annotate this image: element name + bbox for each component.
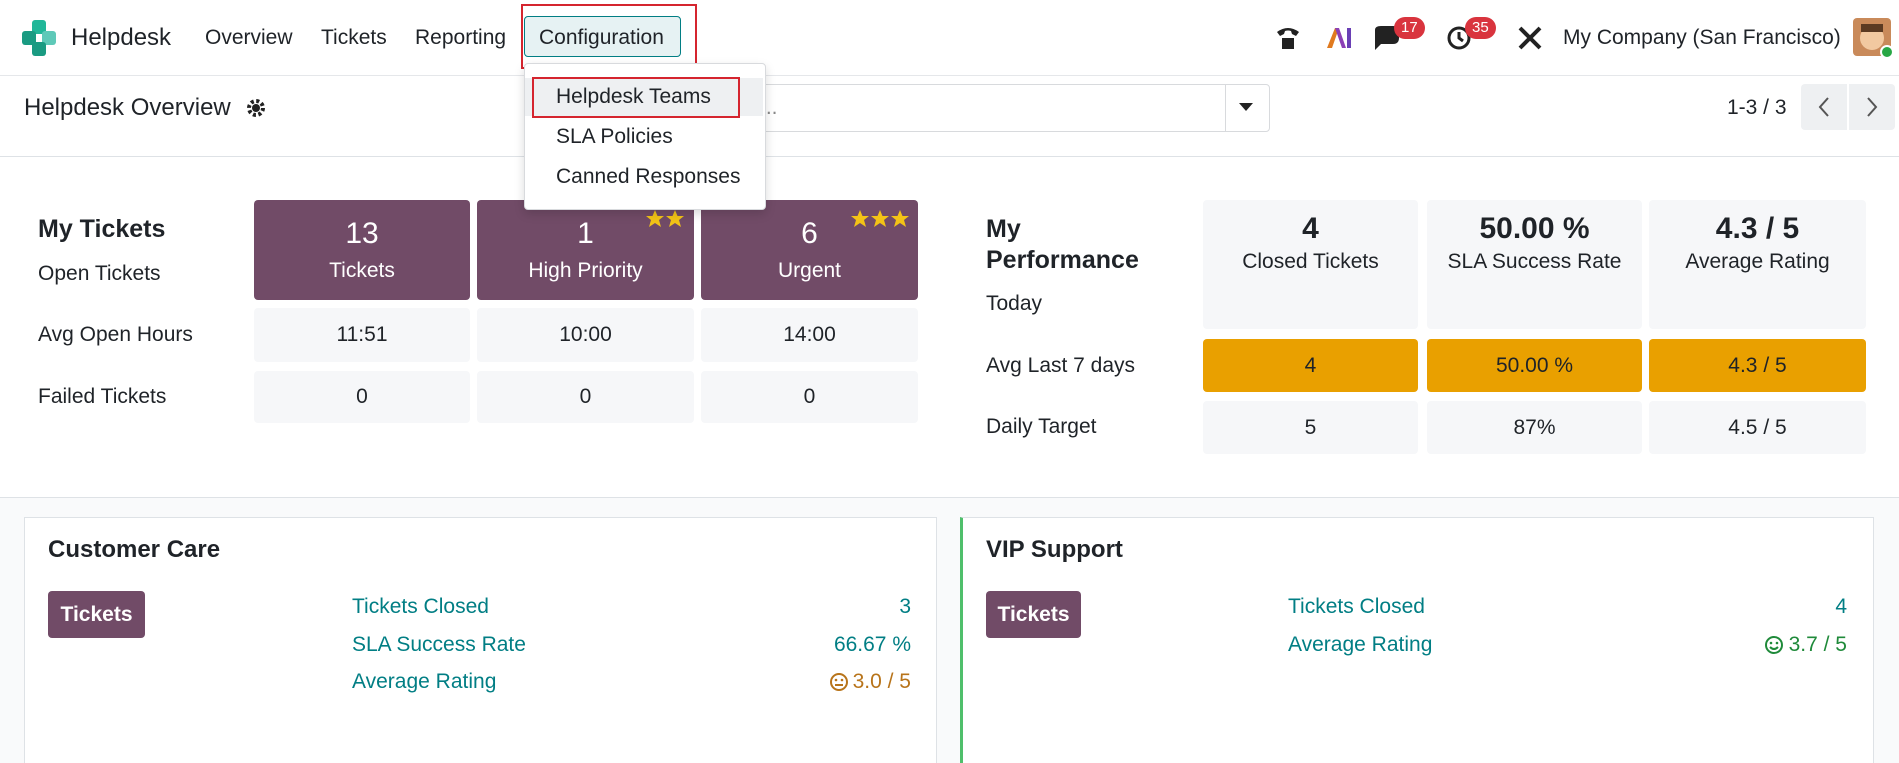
tile-label: Average Rating <box>1685 250 1830 273</box>
row-label: Daily Target <box>986 415 1097 438</box>
row-label: Today <box>986 292 1043 315</box>
stat-label[interactable]: Tickets Closed <box>352 595 489 618</box>
dropdown-item[interactable]: Helpdesk Teams <box>556 85 711 108</box>
user-avatar[interactable] <box>1853 18 1893 58</box>
team-card <box>24 517 937 763</box>
app-logo <box>22 20 56 56</box>
rating-face <box>830 673 848 691</box>
ticket-tile[interactable]: 13 Tickets <box>254 200 470 300</box>
team-name[interactable]: Customer Care <box>48 536 221 563</box>
cell: 0 <box>254 371 470 423</box>
divider <box>1225 84 1226 132</box>
tile-value: 4 <box>1302 212 1319 245</box>
stat-value[interactable]: 3.0 / 5 <box>852 670 911 693</box>
perf-tile[interactable]: 4 Closed Tickets <box>1203 200 1418 329</box>
menu-item[interactable]: Overview <box>205 26 293 49</box>
row-label: Open Tickets <box>38 262 161 285</box>
menu-item[interactable]: Tickets <box>321 26 387 49</box>
page-title: Helpdesk Overview <box>24 94 231 121</box>
tile-label: High Priority <box>528 259 643 282</box>
priority-stars <box>851 210 909 227</box>
tile-label: SLA Success Rate <box>1447 250 1622 273</box>
activity-icon[interactable] <box>1446 24 1474 52</box>
section-title: My Tickets <box>38 215 166 243</box>
stat-label[interactable]: SLA Success Rate <box>352 633 526 656</box>
section-title: My Performance <box>986 215 1139 274</box>
priority-stars <box>646 210 684 227</box>
cell: 50.00 % <box>1427 339 1642 392</box>
cell: 87% <box>1427 401 1642 454</box>
chat-icon[interactable] <box>1373 26 1403 52</box>
cell: 11:51 <box>254 308 470 362</box>
tile-label: Closed Tickets <box>1242 250 1379 273</box>
stat-value[interactable]: 4 <box>1835 595 1847 618</box>
highlight-box <box>521 4 697 69</box>
cell: 5 <box>1203 401 1418 454</box>
dropdown-hover <box>525 78 763 116</box>
tile-value: 1 <box>577 217 594 250</box>
dropdown-item[interactable]: Canned Responses <box>556 165 741 188</box>
tile-value: 6 <box>801 217 818 250</box>
menu-item[interactable]: Configuration <box>539 26 664 49</box>
app-name[interactable]: Helpdesk <box>71 24 172 51</box>
pager: 1-3 / 3 <box>1727 96 1787 119</box>
stat-value[interactable]: 3.7 / 5 <box>1788 633 1847 656</box>
cell: 14:00 <box>701 308 918 362</box>
perf-tile[interactable]: 50.00 % SLA Success Rate <box>1427 200 1642 329</box>
highlight-box <box>532 77 740 118</box>
notification-badge: 35 <box>1465 17 1496 39</box>
divider <box>0 156 1899 157</box>
cell: 0 <box>477 371 694 423</box>
tile-label: Urgent <box>777 259 842 282</box>
tickets-button[interactable]: Tickets <box>986 591 1081 638</box>
dropdown-item[interactable]: SLA Policies <box>556 125 673 148</box>
tile-label: Tickets <box>329 259 395 282</box>
team-card <box>960 517 1874 763</box>
tickets-button[interactable]: Tickets <box>48 591 145 638</box>
company-switcher[interactable]: My Company (San Francisco) <box>1563 26 1841 49</box>
cell: 4.5 / 5 <box>1649 401 1866 454</box>
cell: 0 <box>701 371 918 423</box>
pager-prev[interactable] <box>1801 84 1847 130</box>
stat-value[interactable]: 3 <box>899 595 911 618</box>
menu-active-bg <box>524 16 681 57</box>
menu-item[interactable]: Reporting <box>415 26 507 49</box>
team-name[interactable]: VIP Support <box>986 536 1123 563</box>
rating-face <box>1765 636 1783 654</box>
search-toggle[interactable] <box>1238 101 1254 113</box>
ai-icon[interactable] <box>1325 24 1353 52</box>
stat-label[interactable]: Average Rating <box>352 670 497 693</box>
cell: 4 <box>1203 339 1418 392</box>
cell: 4.3 / 5 <box>1649 339 1866 392</box>
pager-next[interactable] <box>1849 84 1895 130</box>
tile-value: 50.00 % <box>1479 212 1590 245</box>
tile-value: 4.3 / 5 <box>1715 212 1800 245</box>
stat-label[interactable]: Tickets Closed <box>1288 595 1425 618</box>
cell: 10:00 <box>477 308 694 362</box>
stat-value[interactable]: 66.67 % <box>833 633 911 656</box>
row-label: Failed Tickets <box>38 385 167 408</box>
tools-icon[interactable] <box>1517 25 1543 51</box>
divider <box>0 75 1899 76</box>
tile-value: 13 <box>345 217 379 250</box>
gear-icon[interactable] <box>246 98 266 118</box>
row-label: Avg Last 7 days <box>986 354 1136 377</box>
stat-label[interactable]: Average Rating <box>1288 633 1433 656</box>
row-label: Avg Open Hours <box>38 323 193 346</box>
perf-tile[interactable]: 4.3 / 5 Average Rating <box>1649 200 1866 329</box>
phone-icon[interactable] <box>1274 24 1302 52</box>
notification-badge: 17 <box>1394 17 1425 39</box>
